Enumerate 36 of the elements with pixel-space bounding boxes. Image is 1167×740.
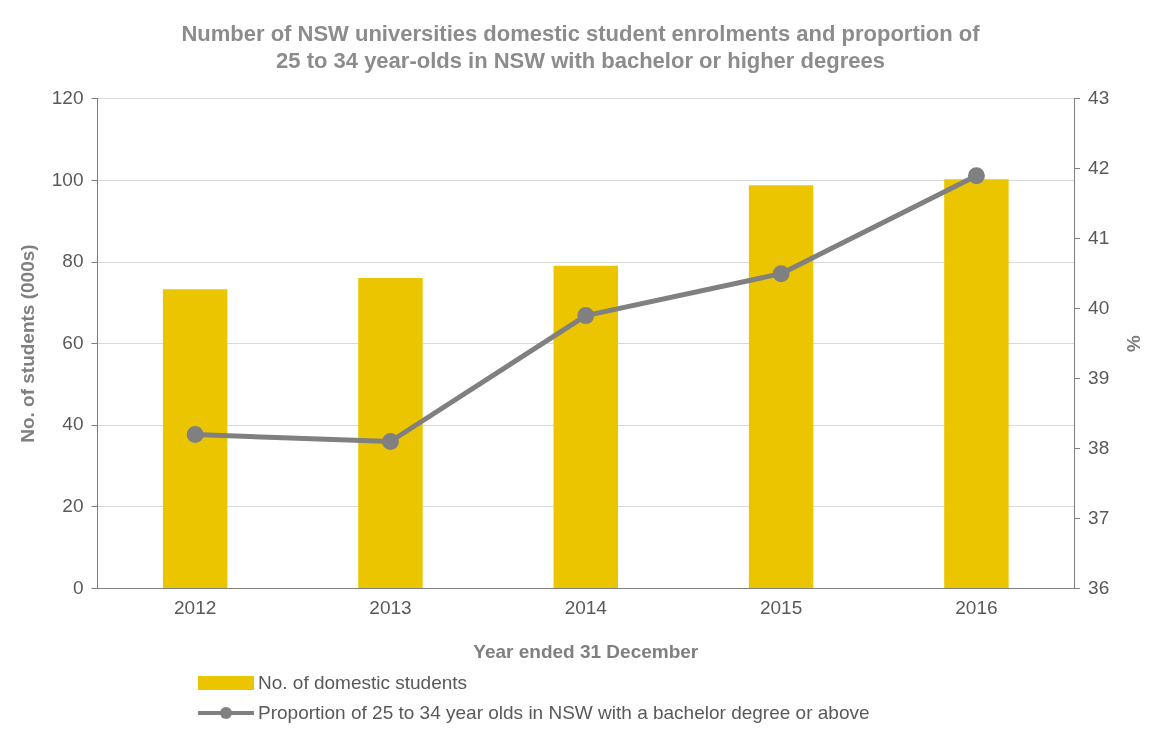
y2-tick-label: 42 (1088, 156, 1110, 178)
y-tick-label: 80 (62, 250, 84, 272)
bar (944, 179, 1009, 588)
y2-tick-label: 36 (1088, 576, 1110, 598)
legend-label: No. of domestic students (258, 671, 468, 695)
y2-tick-label: 38 (1088, 436, 1110, 458)
legend-label: Proportion of 25 to 34 year olds in NSW with a bachelor degree or above (258, 701, 870, 725)
y-tick-label: 100 (51, 168, 84, 190)
point (577, 307, 595, 325)
bar (748, 185, 814, 588)
point (186, 426, 204, 444)
y-tick-label: 60 (62, 331, 84, 353)
chart-title: Number of NSW universities domestic student enrolments and proportion of 25 to 34 year-olds in NSW with bachelor or higher degrees (181, 21, 981, 73)
point (381, 433, 399, 451)
y-tick-label: 120 (51, 87, 84, 109)
point (772, 265, 790, 283)
y2-tick-label: 43 (1088, 87, 1110, 109)
y-axis-title: No. of students (000s) (16, 244, 38, 443)
x-tick-label: 2012 (174, 597, 217, 619)
x-axis-title: Year ended 31 December (473, 640, 699, 662)
bar (358, 277, 423, 588)
x-tick-label: 2014 (564, 597, 608, 619)
bar (162, 289, 228, 588)
point (967, 167, 985, 185)
y2-tick-label: 40 (1088, 296, 1110, 318)
y2-axis-title: % (1123, 335, 1145, 353)
bar (553, 265, 619, 588)
y-tick-label: 40 (62, 413, 84, 435)
y2-tick-label: 39 (1088, 366, 1110, 388)
y2-tick-label: 41 (1088, 226, 1110, 248)
x-tick-label: 2015 (759, 597, 803, 619)
y2-tick-label: 37 (1088, 506, 1110, 528)
x-tick-label: 2013 (369, 597, 412, 619)
x-tick-label: 2016 (955, 597, 998, 619)
y-tick-label: 20 (62, 495, 84, 517)
y-tick-label: 0 (72, 576, 84, 598)
